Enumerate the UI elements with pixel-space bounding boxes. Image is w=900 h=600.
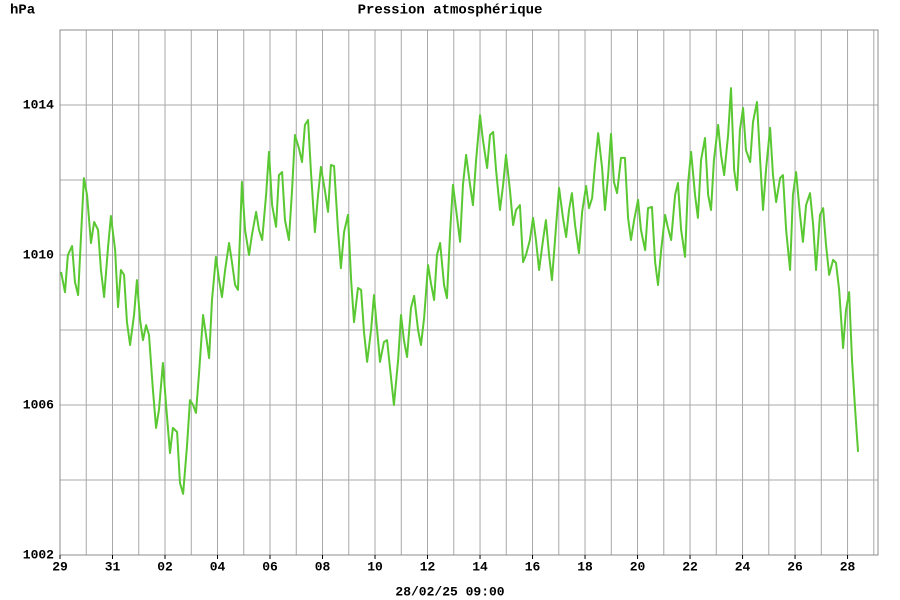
x-tick-label: 06 <box>262 559 278 574</box>
y-tick-label: 1014 <box>23 97 54 112</box>
x-tick-label: 26 <box>787 559 803 574</box>
x-tick-label: 31 <box>105 559 121 574</box>
data <box>60 87 860 495</box>
x-tick-label: 16 <box>525 559 541 574</box>
x-tick-label: 14 <box>472 559 488 574</box>
x-tick-label: 04 <box>210 559 226 574</box>
pressure-line <box>60 87 860 495</box>
ticks: 1002 1006 1010 1014 29 31 02 04 06 08 10 12 14 16 18 20… <box>23 97 856 574</box>
x-tick-label: 22 <box>682 559 698 574</box>
y-tick-label: 1002 <box>23 547 54 562</box>
x-tick-label: 18 <box>577 559 593 574</box>
chart-title: Pression atmosphérique <box>358 3 543 19</box>
x-tick-label: 29 <box>52 559 68 574</box>
y-tick-label: 1010 <box>23 247 54 262</box>
y-tick-label: 1006 <box>23 397 54 412</box>
x-tick-label: 02 <box>157 559 173 574</box>
x-tick-label: 28 <box>840 559 856 574</box>
x-tick-label: 10 <box>367 559 383 574</box>
x-axis-caption: 28/02/25 09:00 <box>395 584 504 599</box>
x-tick-label: 24 <box>735 559 751 574</box>
y-axis-label: hPa <box>10 3 36 19</box>
x-tick-label: 12 <box>420 559 436 574</box>
x-tick-label: 20 <box>630 559 646 574</box>
x-tick-label: 08 <box>315 559 331 574</box>
plot-frame <box>59 29 879 556</box>
